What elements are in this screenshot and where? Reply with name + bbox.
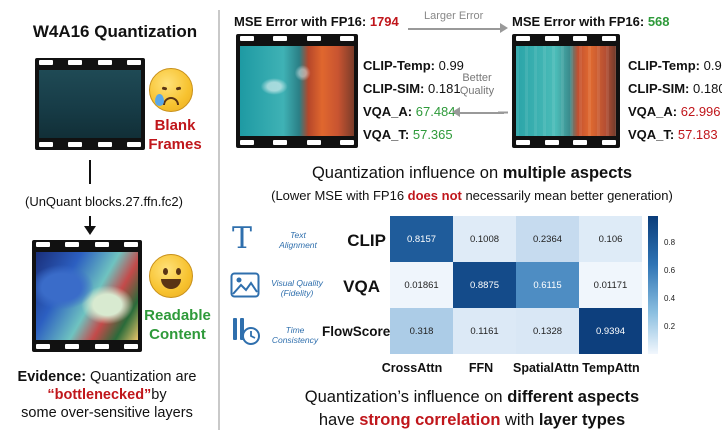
heatmap-cell: 0.106 [579,216,642,262]
divider-tick [89,160,91,184]
fp16-film-strip [236,34,358,148]
colorbar-tick-2: 0.4 [664,294,676,303]
image-icon [230,272,260,298]
readable-film-strip [32,240,142,352]
col-label-crossattn: CrossAttn [381,361,443,375]
vertical-divider [218,10,220,430]
left-arrow-icon [452,107,460,117]
left-metric-3: VQA_T: 57.365 [363,127,453,142]
left-title: W4A16 Quantization [32,22,198,41]
heatmap-cell: 0.01861 [390,262,453,308]
quant-frame [516,46,616,136]
right-metric-2: VQA_A: 62.996 [628,104,721,119]
down-arrow-icon [84,226,96,235]
heatmap-cell: 0.8157 [390,216,453,262]
col-label-ffn: FFN [468,361,494,375]
left-metric-2: VQA_A: 67.484 [363,104,456,119]
heatmap-cell: 0.1161 [453,308,516,354]
mse-left: MSE Error with FP16: 1794 [234,14,399,29]
row-label-flowscore: FlowScore [322,324,391,339]
flowscore-desc: Time Consistency [271,325,319,345]
row-label-vqa: VQA [343,277,380,296]
colorbar-tick-0: 0.8 [664,238,676,247]
colorbar-tick-3: 0.2 [664,322,676,331]
text-icon: T [232,221,253,256]
better-quality-arrow [460,112,504,114]
influence-heading: Quantization influence on multiple aspec… [311,164,633,182]
blank-frames-label: Blank Frames [148,117,202,153]
colorbar [648,216,658,354]
larger-error-label: Larger Error [424,10,484,22]
vqa-desc: Visual Quality (Fidelity) [271,278,323,298]
right-metric-3: VQA_T: 57.183 [628,127,718,142]
evidence-text: Evidence: Quantization are “bottlenecked… [17,369,197,421]
readable-frame [36,252,138,340]
heatmap-cell: 0.6115 [516,262,579,308]
col-label-tempattn: TempAttn [582,361,640,375]
left-metric-0: CLIP-Temp: 0.99 [363,58,464,73]
crying-face-icon [149,68,193,112]
fp16-frame [240,46,354,136]
blank-frame [39,70,141,138]
better-quality-label: Better Quality [459,72,495,97]
heatmap-cell: 0.01171 [579,262,642,308]
unquant-label: (UnQuant blocks.27.ffn.fc2) [24,194,183,209]
clip-desc: Text Alignment [279,230,317,250]
right-arrow-icon [500,23,508,33]
blank-film-strip [35,58,145,150]
left-metric-1: CLIP-SIM: 0.181 [363,81,461,96]
mse-right: MSE Error with FP16: 568 [512,14,670,29]
correlation-heading: Quantization’s influence on different as… [304,388,640,406]
right-metric-0: CLIP-Temp: 0.99 [628,58,722,73]
col-label-spatialattn: SpatialAttn [513,361,579,375]
right-metric-1: CLIP-SIM: 0.180 [628,81,722,96]
heatmap-cell: 0.1008 [453,216,516,262]
heatmap-cell: 0.318 [390,308,453,354]
colorbar-tick-1: 0.6 [664,266,676,275]
time-icon [233,318,260,345]
heatmap-cell: 0.2364 [516,216,579,262]
smiling-face-icon [149,254,193,298]
heatmap-cell: 0.9394 [579,308,642,354]
down-arrow-shaft [89,216,91,228]
row-label-clip: CLIP [347,231,386,250]
correlation-subheading: have strong correlation with layer types [318,411,626,429]
readable-content-label: Readable Content [144,307,211,343]
quant-film-strip [512,34,620,148]
heatmap-cell: 0.8875 [453,262,516,308]
influence-subheading: (Lower MSE with FP16 does not necessaril… [271,188,673,203]
heatmap-cell: 0.1328 [516,308,579,354]
larger-error-arrow [408,28,502,30]
